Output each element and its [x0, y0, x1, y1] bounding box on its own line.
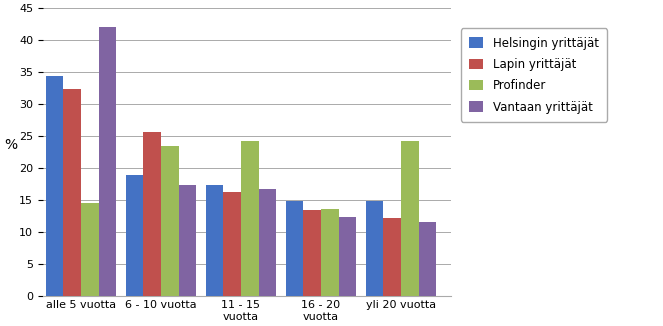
Bar: [303, 210, 321, 296]
Bar: [81, 203, 99, 296]
Bar: [126, 174, 143, 296]
Bar: [46, 76, 64, 296]
Bar: [161, 146, 179, 296]
Bar: [321, 209, 339, 296]
Bar: [223, 192, 241, 296]
Bar: [143, 132, 161, 296]
Bar: [241, 141, 259, 296]
Bar: [99, 27, 117, 296]
Bar: [383, 218, 401, 296]
Bar: [259, 189, 276, 296]
Bar: [365, 201, 383, 296]
Bar: [179, 185, 196, 296]
Bar: [206, 185, 223, 296]
Bar: [64, 89, 81, 296]
Y-axis label: %: %: [4, 138, 17, 152]
Bar: [339, 217, 356, 296]
Bar: [286, 201, 303, 296]
Bar: [401, 141, 418, 296]
Bar: [418, 222, 436, 296]
Legend: Helsingin yrittäjät, Lapin yrittäjät, Profinder, Vantaan yrittäjät: Helsingin yrittäjät, Lapin yrittäjät, Pr…: [461, 28, 607, 122]
